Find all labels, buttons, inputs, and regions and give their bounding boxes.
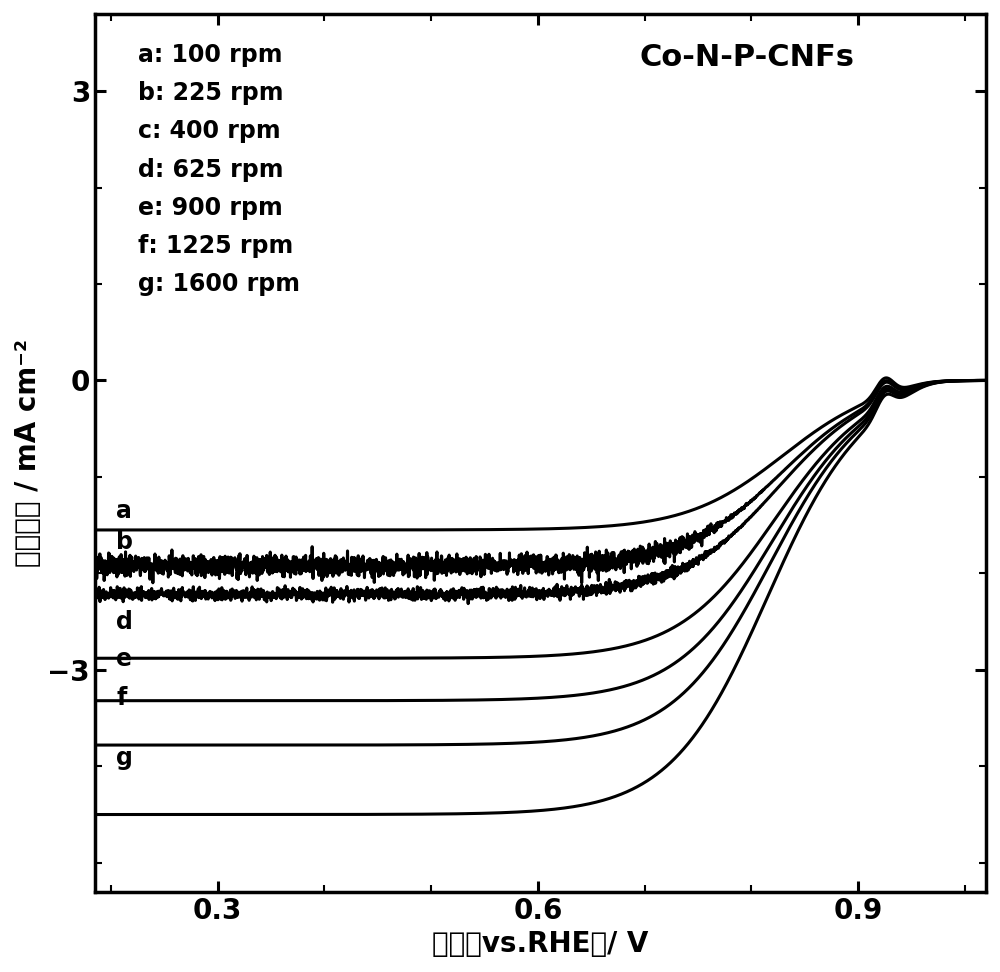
Text: d: d	[116, 610, 133, 634]
Text: b: b	[116, 530, 133, 554]
Text: c: c	[116, 555, 130, 578]
Text: f: f	[116, 685, 127, 710]
X-axis label: 电位（vs.RHE）/ V: 电位（vs.RHE）/ V	[432, 930, 649, 958]
Text: a: 100 rpm
b: 225 rpm
c: 400 rpm
d: 625 rpm
e: 900 rpm
f: 1225 rpm
g: 1600 rpm: a: 100 rpm b: 225 rpm c: 400 rpm d: 625 …	[138, 43, 300, 296]
Text: e: e	[116, 647, 132, 671]
Y-axis label: 电流密度 / mA cm⁻²: 电流密度 / mA cm⁻²	[14, 339, 42, 567]
Text: Co-N-P-CNFs: Co-N-P-CNFs	[639, 43, 854, 72]
Text: g: g	[116, 746, 133, 770]
Text: a: a	[116, 499, 132, 523]
